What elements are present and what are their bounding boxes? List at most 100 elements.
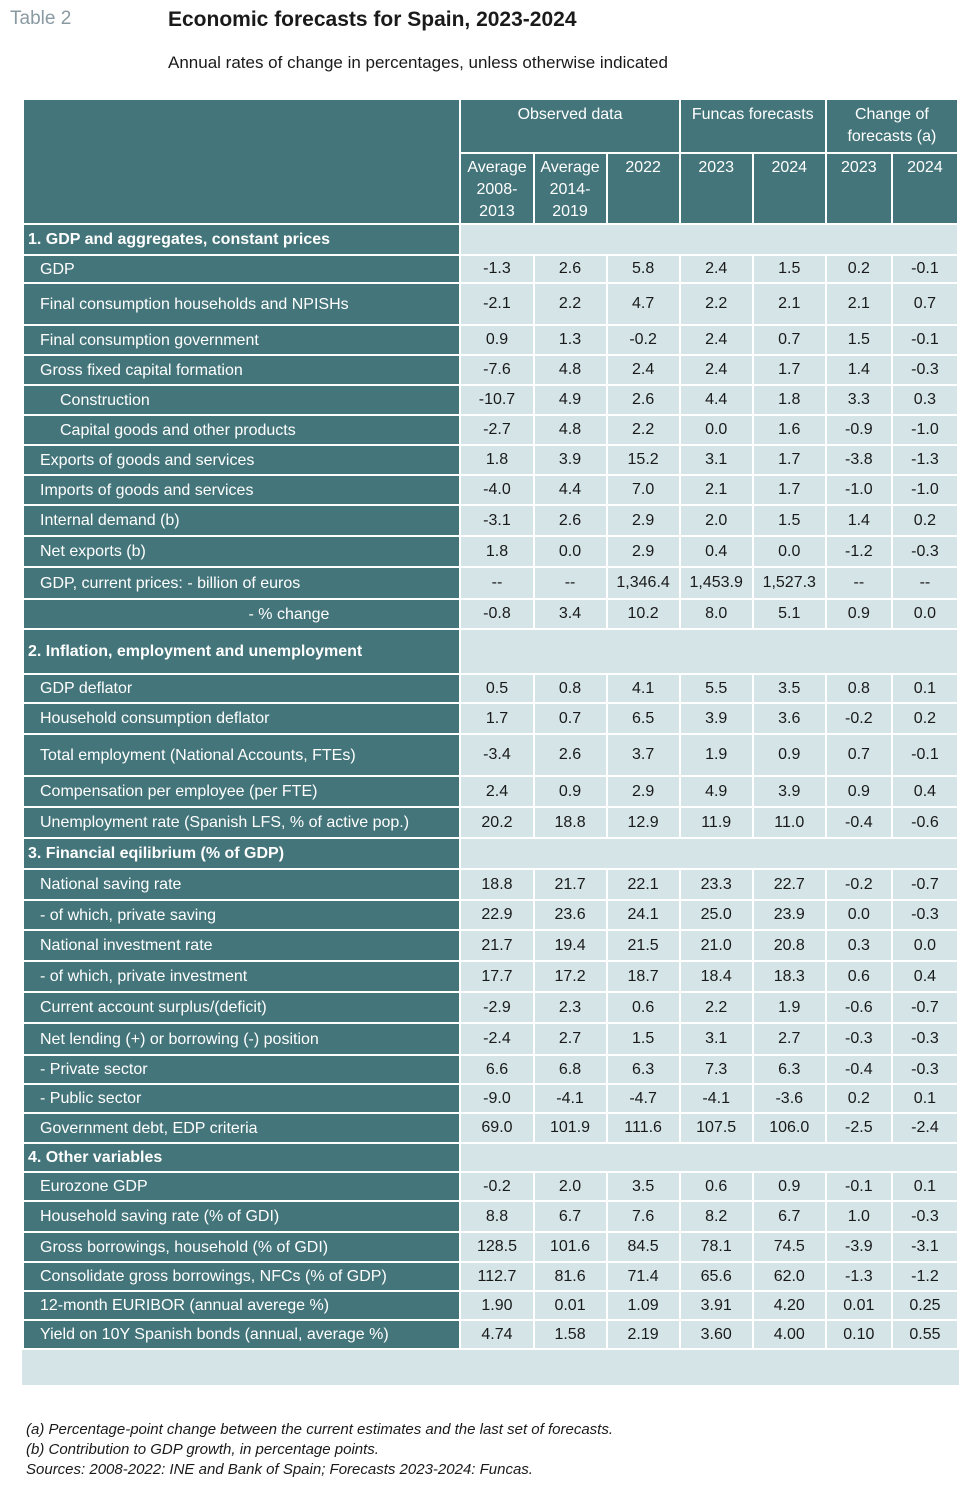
value-cell: 5.8 bbox=[605, 254, 681, 284]
section-header-row: 1. GDP and aggregates, constant prices bbox=[21, 223, 959, 256]
value-cell: 2.3 bbox=[532, 991, 608, 1024]
page-title: Economic forecasts for Spain, 2023-2024 bbox=[168, 8, 577, 31]
value-cell: 0.8 bbox=[824, 673, 893, 704]
value-cell: 2.19 bbox=[605, 1319, 681, 1350]
value-cell: 1,346.4 bbox=[605, 566, 681, 600]
value-cell: 2.6 bbox=[532, 504, 608, 537]
value-cell: 15.2 bbox=[605, 444, 681, 476]
value-cell: 22.1 bbox=[605, 868, 681, 901]
footnote-a: (a) Percentage-point change between the … bbox=[26, 1421, 613, 1438]
table-row: - % change -0.8 3.4 10.2 8.0 5.1 0.9 0.0 bbox=[21, 598, 960, 630]
value-cell: 18.4 bbox=[678, 960, 754, 993]
value-cell: 1.8 bbox=[459, 535, 535, 568]
table-row: National investment rate 21.7 19.4 21.5 21.0… bbox=[21, 929, 960, 962]
value-cell: 1.5 bbox=[824, 324, 893, 356]
value-cell: 7.6 bbox=[605, 1200, 681, 1233]
table-row: Exports of goods and services 1.8 3.9 15.2 3… bbox=[21, 444, 960, 476]
value-cell: 2.7 bbox=[532, 1022, 608, 1056]
value-cell: 0.9 bbox=[532, 775, 608, 808]
value-cell: 20.8 bbox=[751, 929, 827, 962]
value-cell: -3.9 bbox=[824, 1231, 893, 1263]
section-title: 4. Other variables bbox=[21, 1142, 462, 1173]
value-cell: -0.3 bbox=[890, 1200, 960, 1233]
table-row: Net exports (b) 1.8 0.0 2.9 0.4 0.0 -1.2 -0.3 bbox=[21, 535, 960, 568]
value-cell: -1.0 bbox=[890, 474, 960, 506]
value-cell: 3.60 bbox=[678, 1319, 754, 1350]
table-row: Unemployment rate (Spanish LFS, % of act… bbox=[21, 806, 960, 839]
section-title: 2. Inflation, employment and unemploymen… bbox=[21, 628, 462, 675]
section-header-row: 4. Other variables bbox=[21, 1142, 959, 1173]
row-label: Final consumption households and NPISHs bbox=[21, 282, 462, 326]
value-cell: -0.2 bbox=[605, 324, 681, 356]
row-label: - Private sector bbox=[21, 1054, 462, 1085]
value-cell: 2.2 bbox=[678, 282, 754, 326]
value-cell: 0.0 bbox=[532, 535, 608, 568]
value-cell: 4.00 bbox=[751, 1319, 827, 1350]
value-cell: 4.8 bbox=[532, 414, 608, 446]
value-cell: 101.9 bbox=[532, 1112, 608, 1144]
value-cell: 112.7 bbox=[459, 1261, 535, 1292]
section-filler bbox=[459, 1142, 959, 1173]
value-cell: 18.8 bbox=[459, 868, 535, 901]
value-cell: 3.7 bbox=[605, 733, 681, 777]
value-cell: 2.9 bbox=[605, 504, 681, 537]
value-cell: 0.7 bbox=[824, 733, 893, 777]
value-cell: -2.4 bbox=[459, 1022, 535, 1056]
value-cell: 0.2 bbox=[824, 254, 893, 284]
value-cell: 0.1 bbox=[890, 1083, 960, 1114]
value-cell: -- bbox=[890, 566, 960, 600]
value-cell: 6.7 bbox=[751, 1200, 827, 1233]
value-cell: -2.4 bbox=[890, 1112, 960, 1144]
value-cell: -0.1 bbox=[890, 254, 960, 284]
section-header-row: 2. Inflation, employment and unemploymen… bbox=[21, 628, 959, 675]
value-cell: 0.3 bbox=[890, 384, 960, 416]
section-filler bbox=[459, 837, 959, 870]
value-cell: -- bbox=[532, 566, 608, 600]
value-cell: -1.3 bbox=[459, 254, 535, 284]
value-cell: 62.0 bbox=[751, 1261, 827, 1292]
value-cell: 0.0 bbox=[824, 899, 893, 931]
row-label: Compensation per employee (per FTE) bbox=[21, 775, 462, 808]
value-cell: 0.3 bbox=[824, 929, 893, 962]
value-cell: -- bbox=[459, 566, 535, 600]
value-cell: -0.8 bbox=[459, 598, 535, 630]
value-cell: 0.2 bbox=[824, 1083, 893, 1114]
value-cell: 11.0 bbox=[751, 806, 827, 839]
value-cell: -0.2 bbox=[459, 1171, 535, 1202]
group-header-change-of-forecasts: Change of forecasts (a) bbox=[824, 98, 960, 154]
row-label: Unemployment rate (Spanish LFS, % of act… bbox=[21, 806, 462, 839]
row-label: Gross borrowings, household (% of GDI) bbox=[21, 1231, 462, 1263]
value-cell: 6.3 bbox=[605, 1054, 681, 1085]
value-cell: -0.7 bbox=[890, 991, 960, 1024]
table-row: Imports of goods and services -4.0 4.4 7.0 2… bbox=[21, 474, 960, 506]
value-cell: 1.0 bbox=[824, 1200, 893, 1233]
value-cell: 2.7 bbox=[751, 1022, 827, 1056]
row-label: Current account surplus/(deficit) bbox=[21, 991, 462, 1024]
header-column-row: Average 2008-2013 Average 2014-2019 2022… bbox=[23, 152, 960, 225]
value-cell: 1.4 bbox=[824, 354, 893, 386]
value-cell: 0.7 bbox=[532, 702, 608, 735]
value-cell: 0.5 bbox=[459, 673, 535, 704]
value-cell: 3.3 bbox=[824, 384, 893, 416]
value-cell: 65.6 bbox=[678, 1261, 754, 1292]
value-cell: -0.1 bbox=[890, 324, 960, 356]
value-cell: 2.4 bbox=[459, 775, 535, 808]
value-cell: 1.7 bbox=[459, 702, 535, 735]
row-label: Household consumption deflator bbox=[21, 702, 462, 735]
value-cell: 3.5 bbox=[605, 1171, 681, 1202]
table-row: Final consumption households and NPISHs -… bbox=[21, 282, 960, 326]
table-row: Current account surplus/(deficit) -2.9 2.3… bbox=[21, 991, 960, 1024]
value-cell: 1.58 bbox=[532, 1319, 608, 1350]
value-cell: 0.55 bbox=[890, 1319, 960, 1350]
column-header: 2023 bbox=[678, 152, 754, 225]
section-filler bbox=[459, 223, 959, 256]
value-cell: 2.4 bbox=[605, 354, 681, 386]
row-label: - Public sector bbox=[21, 1083, 462, 1114]
value-cell: 3.4 bbox=[532, 598, 608, 630]
value-cell: -4.1 bbox=[678, 1083, 754, 1114]
value-cell: 0.2 bbox=[890, 504, 960, 537]
value-cell: 0.7 bbox=[890, 282, 960, 326]
value-cell: 0.10 bbox=[824, 1319, 893, 1350]
value-cell: 8.0 bbox=[678, 598, 754, 630]
table-row: Household saving rate (% of GDI) 8.8 6.7 7.… bbox=[21, 1200, 960, 1233]
